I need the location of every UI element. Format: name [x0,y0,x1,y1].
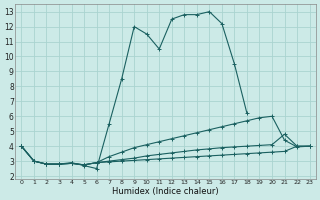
X-axis label: Humidex (Indice chaleur): Humidex (Indice chaleur) [112,187,219,196]
